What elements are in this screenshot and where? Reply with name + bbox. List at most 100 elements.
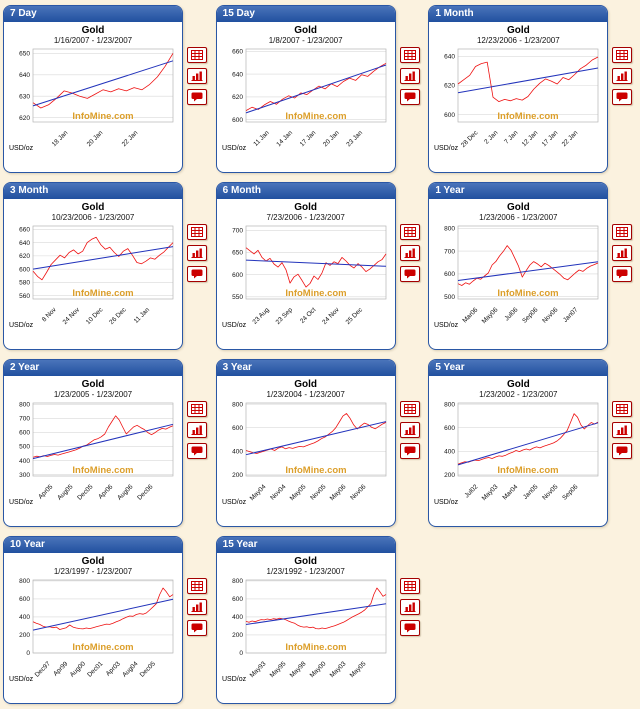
bar-chart-view-button[interactable] <box>399 245 420 261</box>
y-tick-label: 550 <box>232 294 243 301</box>
bar-chart-view-button[interactable] <box>612 422 633 438</box>
y-tick-label: 500 <box>19 444 30 451</box>
y-tick-label: 620 <box>232 94 243 101</box>
comment-button[interactable] <box>399 443 420 459</box>
chart-date-range: 7/23/2006 - 1/23/2007 <box>266 213 345 222</box>
table-view-button[interactable] <box>612 401 633 417</box>
comment-button[interactable] <box>612 89 633 105</box>
comment-icon <box>616 92 628 102</box>
panel-body: Gold 1/23/1997 - 1/23/2007 0 200 400 600 800… <box>4 553 182 703</box>
y-tick-label: 700 <box>444 248 455 255</box>
bar-chart-view-button[interactable] <box>399 422 420 438</box>
x-tick-label: Nov06 <box>349 483 368 502</box>
watermark: InfoMine.com <box>285 111 346 122</box>
comment-button[interactable] <box>612 266 633 282</box>
gold-price-line <box>245 247 386 288</box>
y-tick-label: 640 <box>232 71 243 78</box>
comment-button[interactable] <box>612 443 633 459</box>
y-tick-label: 400 <box>444 448 455 455</box>
panel-period-label: 6 Month <box>222 185 261 196</box>
bar-chart-icon <box>404 602 416 612</box>
x-tick-label: 11 Jan <box>252 129 271 148</box>
y-tick-label: 660 <box>19 227 30 234</box>
table-view-button[interactable] <box>399 47 420 63</box>
comment-button[interactable] <box>187 266 207 282</box>
comment-button[interactable] <box>399 89 420 105</box>
chart-cell: 1 Month Gold 12/23/2006 - 1/23/2007 600 6… <box>428 5 637 173</box>
y-tick-label: 600 <box>444 271 455 278</box>
trend-line <box>245 64 386 114</box>
price-chart: 500 600 700 800 InfoMine.com Mar06 May06 Jul06 S… <box>434 225 599 329</box>
bar-chart-view-button[interactable] <box>612 245 633 261</box>
bar-chart-view-button[interactable] <box>187 599 207 615</box>
chart-date-range: 1/23/2005 - 1/23/2007 <box>53 390 133 399</box>
comment-icon <box>191 92 203 102</box>
bar-chart-view-button[interactable] <box>187 68 207 84</box>
panel-period-label: 3 Year <box>222 362 252 373</box>
chart-panel: 15 Day Gold 1/8/2007 - 1/23/2007 600 620 6… <box>215 5 396 173</box>
table-view-button[interactable] <box>187 578 207 594</box>
y-tick-label: 700 <box>232 228 243 235</box>
y-tick-label: 500 <box>444 294 455 301</box>
panel-body: Gold 1/8/2007 - 1/23/2007 600 620 640 660 In… <box>217 22 395 172</box>
table-view-button[interactable] <box>612 47 633 63</box>
table-view-button[interactable] <box>612 224 633 240</box>
y-tick-label: 640 <box>19 240 30 247</box>
comment-button[interactable] <box>399 266 420 282</box>
panel-period-label: 1 Month <box>435 8 474 19</box>
panel-header: 6 Month <box>216 183 395 199</box>
comment-button[interactable] <box>187 89 207 105</box>
bar-chart-view-button[interactable] <box>399 599 420 615</box>
y-tick-label: 400 <box>19 458 30 465</box>
comment-button[interactable] <box>399 620 420 636</box>
table-view-button[interactable] <box>187 47 207 63</box>
gold-price-line <box>458 56 599 102</box>
bar-chart-view-button[interactable] <box>187 245 207 261</box>
chart-actions <box>187 401 207 459</box>
table-icon <box>403 227 416 237</box>
chart-panel: 3 Year Gold 1/23/2004 - 1/23/2007 200 400… <box>215 359 396 527</box>
chart-title: Gold <box>81 379 105 390</box>
chart-title: Gold <box>81 556 105 567</box>
chart-panel: 3 Month Gold 10/23/2006 - 1/23/2007 560 5… <box>3 182 183 350</box>
trend-line <box>458 67 599 94</box>
y-tick-label: 800 <box>232 578 243 585</box>
x-tick-label: 23 Sep <box>274 306 294 326</box>
x-tick-label: Dec97 <box>34 660 53 679</box>
table-view-button[interactable] <box>399 578 420 594</box>
x-tick-label: Apr06 <box>97 483 114 500</box>
table-view-button[interactable] <box>399 224 420 240</box>
table-view-button[interactable] <box>187 401 207 417</box>
panel-header: 3 Month <box>4 183 182 199</box>
price-chart: 0 200 400 600 800 InfoMine.com Dec97 Apr99 Aug00… <box>9 578 174 683</box>
table-view-button[interactable] <box>399 401 420 417</box>
x-tick-label: 17 Jan <box>298 129 317 148</box>
chart-cell: 2 Year Gold 1/23/2005 - 1/23/2007 300 400… <box>3 359 212 527</box>
price-chart: 600 620 640 660 InfoMine.com 11 Jan 14 Jan 17 J… <box>222 48 387 152</box>
panel-period-label: 10 Year <box>10 539 45 550</box>
y-tick-label: 630 <box>19 93 30 100</box>
chart-title: Gold <box>81 25 105 36</box>
chart-cell: 6 Month Gold 7/23/2006 - 1/23/2007 550 60… <box>215 182 425 350</box>
y-tick-label: 650 <box>19 50 30 57</box>
bar-chart-view-button[interactable] <box>187 422 207 438</box>
x-tick-label: Aug05 <box>56 483 75 502</box>
panel-period-label: 3 Month <box>10 185 49 196</box>
table-view-button[interactable] <box>187 224 207 240</box>
chart-cell: 10 Year Gold 1/23/1997 - 1/23/2007 0 200 4… <box>3 536 212 704</box>
x-tick-label: May04 <box>248 483 267 502</box>
chart-title: Gold <box>294 25 318 36</box>
watermark: InfoMine.com <box>498 288 559 299</box>
bar-chart-view-button[interactable] <box>399 68 420 84</box>
bar-chart-view-button[interactable] <box>612 68 633 84</box>
watermark: InfoMine.com <box>285 465 346 476</box>
chart-panel: 2 Year Gold 1/23/2005 - 1/23/2007 300 400… <box>3 359 183 527</box>
x-tick-label: May05 <box>288 483 307 502</box>
y-tick-label: 800 <box>444 401 455 408</box>
comment-button[interactable] <box>187 443 207 459</box>
y-tick-label: 620 <box>19 115 30 122</box>
axis-unit-label: USD/oz <box>9 676 34 683</box>
comment-button[interactable] <box>187 620 207 636</box>
x-tick-label: 14 Jan <box>275 129 294 148</box>
comment-icon <box>404 446 416 456</box>
